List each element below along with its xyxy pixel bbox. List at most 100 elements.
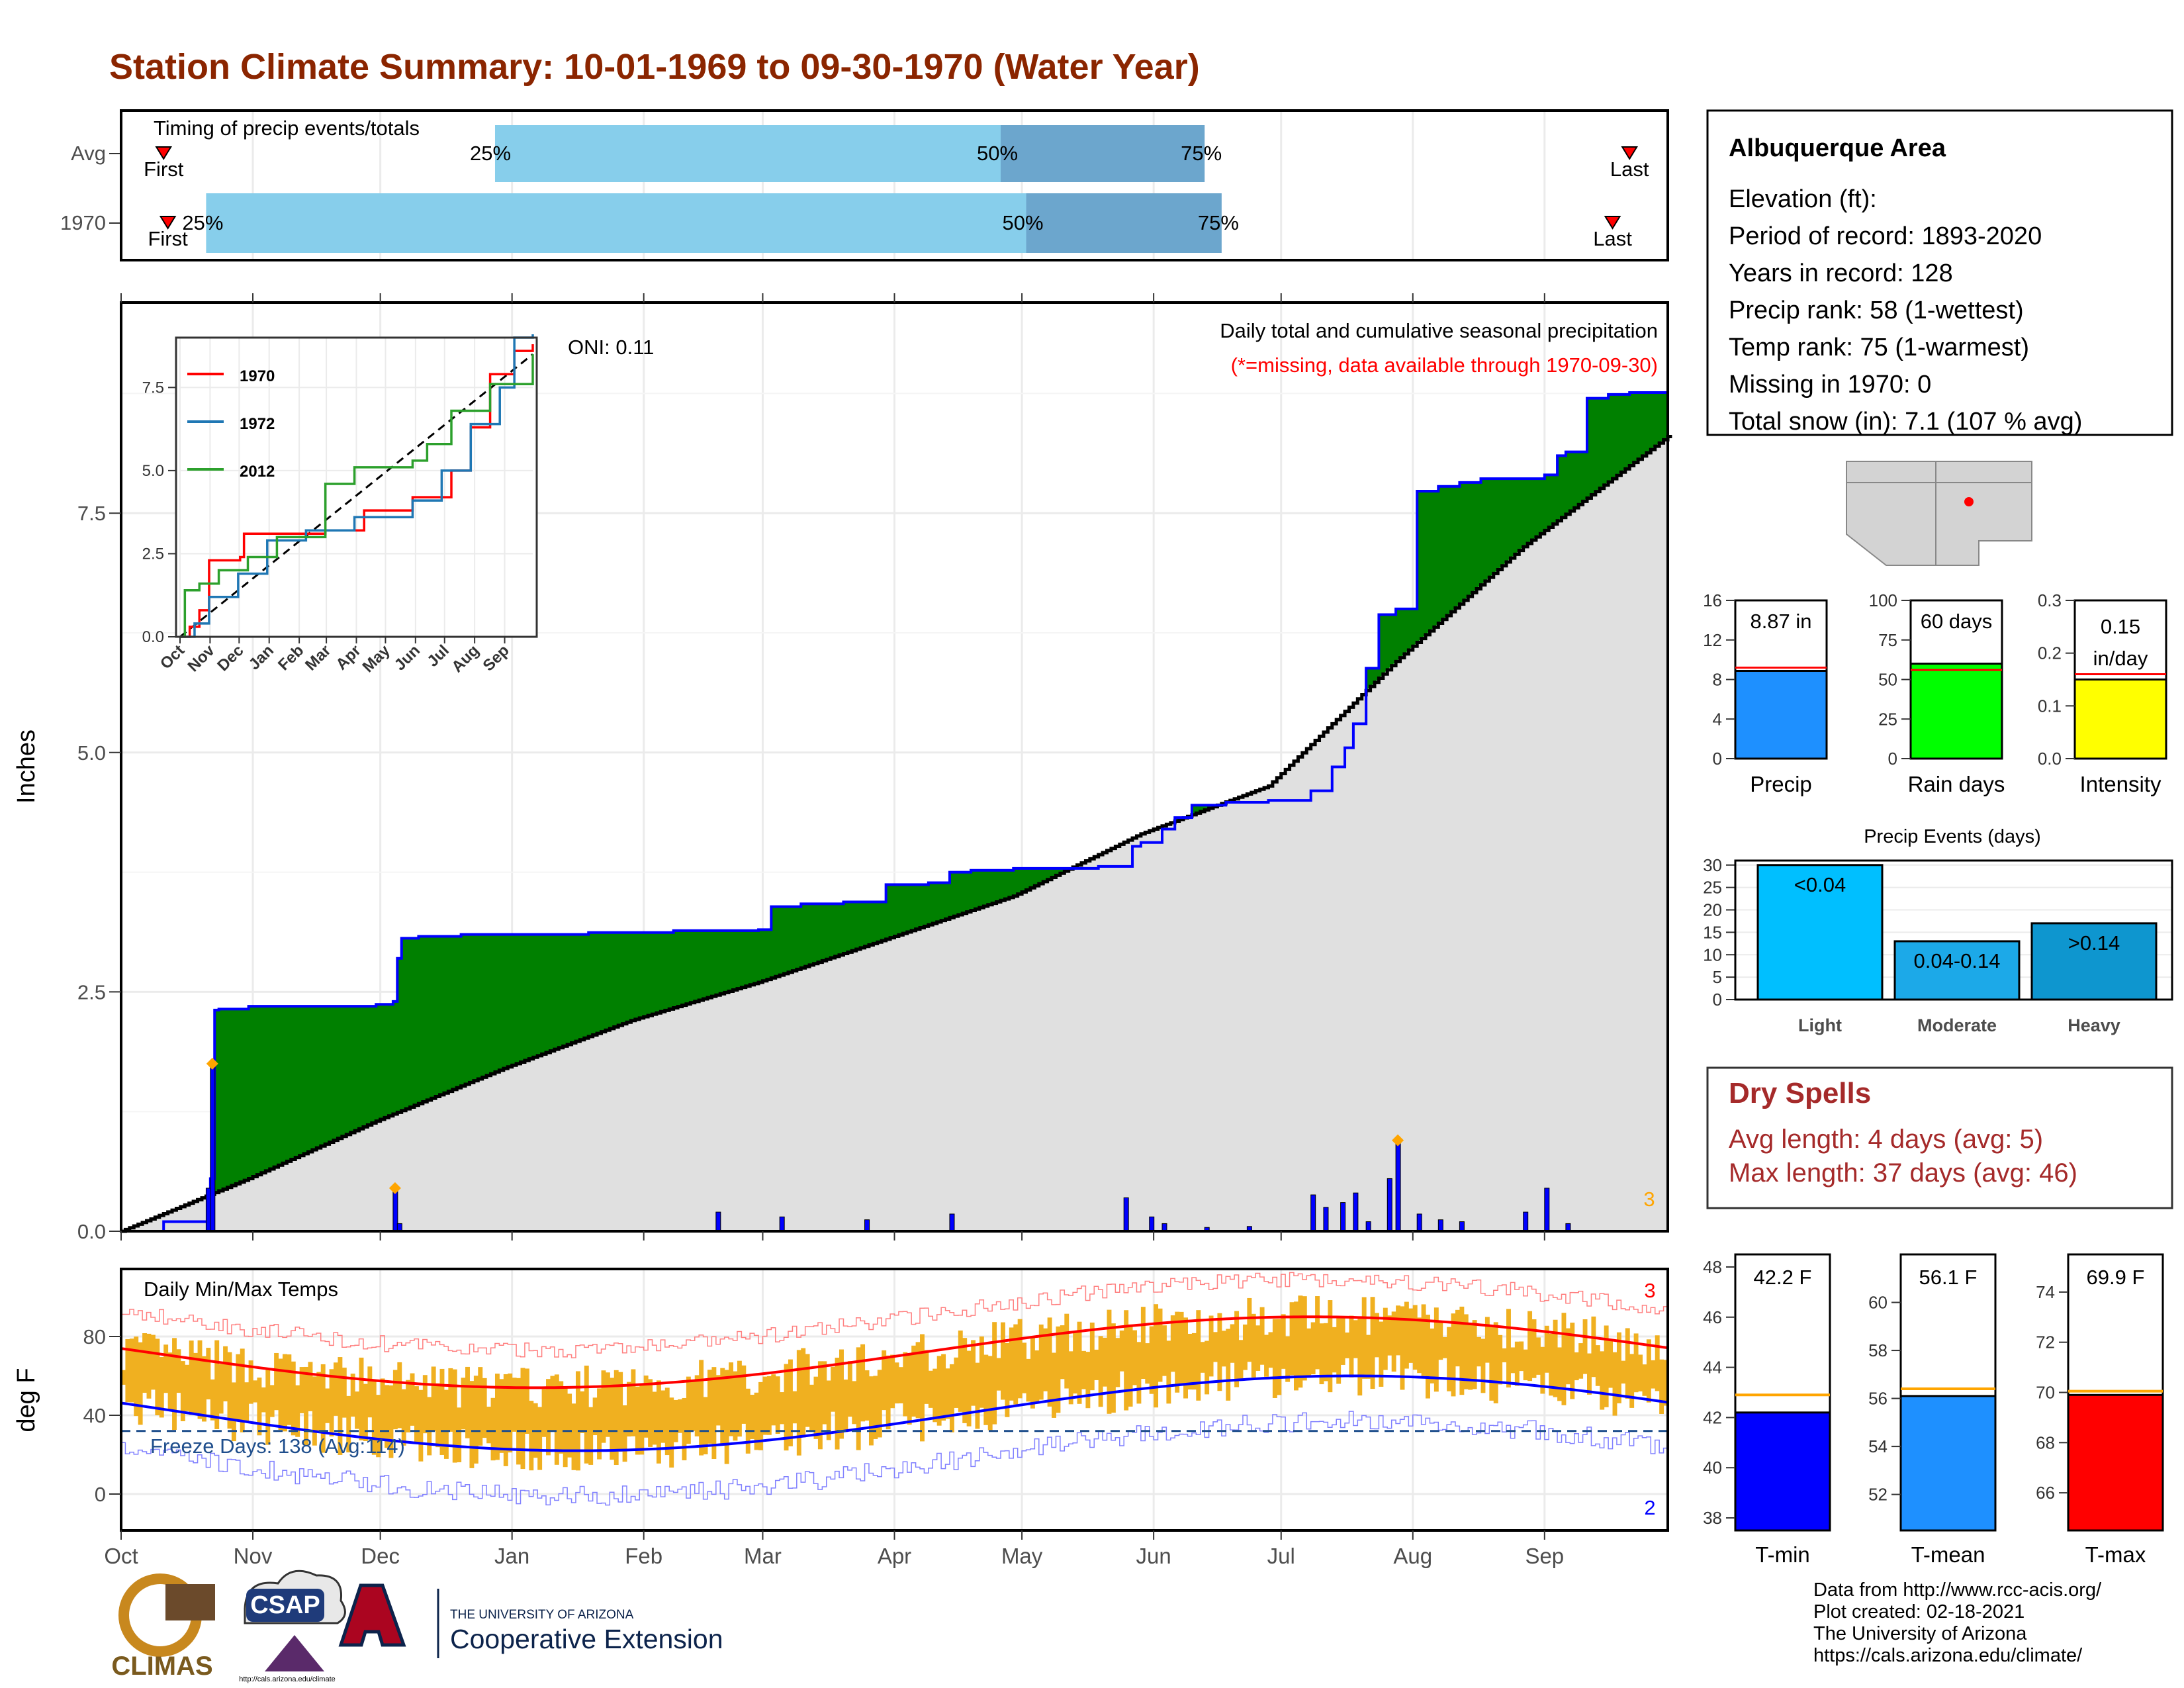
above-normal-fill xyxy=(265,1006,271,1171)
above-normal-fill xyxy=(1426,491,1431,635)
daily-temp-bar xyxy=(1119,1330,1124,1372)
above-normal-fill xyxy=(1646,392,1651,453)
normal-high-line xyxy=(120,1315,1668,1389)
daily-temp-bar xyxy=(431,1366,436,1432)
daily-temp-bar xyxy=(1264,1335,1269,1377)
above-normal-fill xyxy=(346,1006,351,1135)
above-normal-fill xyxy=(911,884,917,931)
daily-temp-bar xyxy=(1132,1330,1137,1385)
daily-temp-bar xyxy=(864,1370,870,1421)
daily-temp-bar xyxy=(1655,1335,1660,1391)
above-normal-fill xyxy=(554,934,559,1050)
above-normal-fill xyxy=(376,1004,381,1121)
above-normal-fill xyxy=(826,904,831,960)
daily-temp-bar xyxy=(1659,1359,1664,1414)
daily-temp-bar xyxy=(465,1366,470,1438)
daily-temp-bar xyxy=(1226,1329,1231,1401)
above-normal-fill xyxy=(792,906,797,971)
above-normal-fill xyxy=(575,934,580,1042)
daily-temp-bar xyxy=(979,1336,984,1408)
daily-temp-bar xyxy=(1145,1343,1150,1384)
above-normal-fill xyxy=(329,1006,334,1143)
daily-temp-bar xyxy=(817,1361,823,1450)
daily-temp-bar xyxy=(847,1361,852,1417)
daily-temp-bar xyxy=(1387,1315,1392,1356)
above-normal-fill xyxy=(1535,479,1541,538)
daily-temp-bar xyxy=(1463,1314,1469,1389)
month-tick-label: Jan xyxy=(494,1544,529,1568)
above-normal-fill xyxy=(1034,868,1040,886)
daily-temp-bar xyxy=(1493,1322,1498,1403)
daily-temp-bar xyxy=(1128,1324,1133,1407)
daily-temp-bar xyxy=(1124,1310,1129,1411)
daily-temp-bar xyxy=(1625,1328,1630,1399)
above-normal-fill xyxy=(610,932,615,1029)
station-name: Albuquerque Area xyxy=(1729,134,1946,162)
daily-temp-bar xyxy=(1259,1307,1265,1365)
events-y-tick: 10 xyxy=(1703,945,1722,964)
above-normal-fill xyxy=(295,1006,300,1158)
daily-temp-bar xyxy=(792,1391,797,1424)
above-normal-fill xyxy=(592,932,598,1035)
daily-temp-bar xyxy=(1519,1341,1524,1372)
event-bar xyxy=(1893,940,2021,1001)
daily-temp-bar xyxy=(550,1376,555,1430)
daily-temp-bar xyxy=(1289,1302,1295,1376)
daily-temp-bar xyxy=(1651,1360,1656,1389)
above-normal-fill xyxy=(231,1009,236,1186)
above-normal-fill xyxy=(1514,479,1520,555)
above-normal-fill xyxy=(478,934,483,1080)
daily-temp-bar xyxy=(435,1383,441,1448)
above-normal-fill xyxy=(494,934,500,1072)
above-normal-fill xyxy=(682,930,687,1006)
daily-temp-bar xyxy=(1498,1335,1503,1385)
daily-temp-bar xyxy=(826,1380,831,1440)
last-event-marker xyxy=(1604,216,1621,230)
daily-temp-bar xyxy=(962,1338,968,1423)
above-normal-fill xyxy=(385,1004,390,1118)
daily-temp-bar xyxy=(941,1354,946,1421)
month-tick-label: Jun xyxy=(1136,1544,1171,1568)
above-normal-fill xyxy=(882,902,887,941)
timing-label-75: 75% xyxy=(1198,211,1239,234)
summary-y-tick: 0 xyxy=(1713,749,1722,769)
above-normal-fill xyxy=(737,930,742,989)
daily-temp-bar xyxy=(703,1397,708,1455)
daily-temp-bar xyxy=(805,1354,810,1427)
last-label: Last xyxy=(1593,227,1632,250)
above-normal-fill xyxy=(805,904,810,967)
above-normal-fill xyxy=(516,934,522,1064)
daily-temp-bar xyxy=(745,1388,751,1454)
daily-temp-bar xyxy=(635,1386,640,1455)
daily-temp-bar xyxy=(856,1347,861,1450)
above-normal-fill xyxy=(758,929,764,982)
above-normal-fill xyxy=(1587,398,1592,498)
daily-temp-bar xyxy=(367,1366,373,1418)
daily-temp-bar xyxy=(898,1367,903,1404)
above-normal-fill xyxy=(1417,491,1422,643)
daily-temp-bar xyxy=(265,1368,271,1445)
above-normal-fill xyxy=(766,929,772,980)
daily-precip-bar xyxy=(1340,1202,1346,1232)
temp-summary-bar xyxy=(1899,1395,1997,1532)
daily-temp-bar xyxy=(601,1370,606,1443)
above-normal-fill xyxy=(614,932,619,1027)
daily-temp-bar xyxy=(1022,1342,1027,1393)
daily-temp-bar xyxy=(580,1391,585,1433)
above-normal-fill xyxy=(541,934,547,1055)
above-normal-fill xyxy=(975,870,980,910)
daily-temp-bar xyxy=(920,1334,925,1442)
daily-temp-bar xyxy=(494,1374,500,1460)
above-normal-fill xyxy=(1591,398,1596,495)
daily-precip-bar xyxy=(1323,1207,1329,1232)
above-normal-fill xyxy=(864,902,870,947)
above-normal-fill xyxy=(1022,868,1027,892)
above-normal-fill xyxy=(941,882,946,921)
csap-logo-text: CSAP xyxy=(250,1591,320,1619)
summary-bar-label: Rain days xyxy=(1908,772,2005,796)
above-normal-fill xyxy=(1412,608,1418,647)
daily-temp-bar xyxy=(954,1357,959,1408)
daily-temp-bar xyxy=(1060,1325,1065,1380)
climas-logo-text: CLIMAS xyxy=(111,1652,212,1681)
daily-temp-bar xyxy=(346,1395,351,1453)
